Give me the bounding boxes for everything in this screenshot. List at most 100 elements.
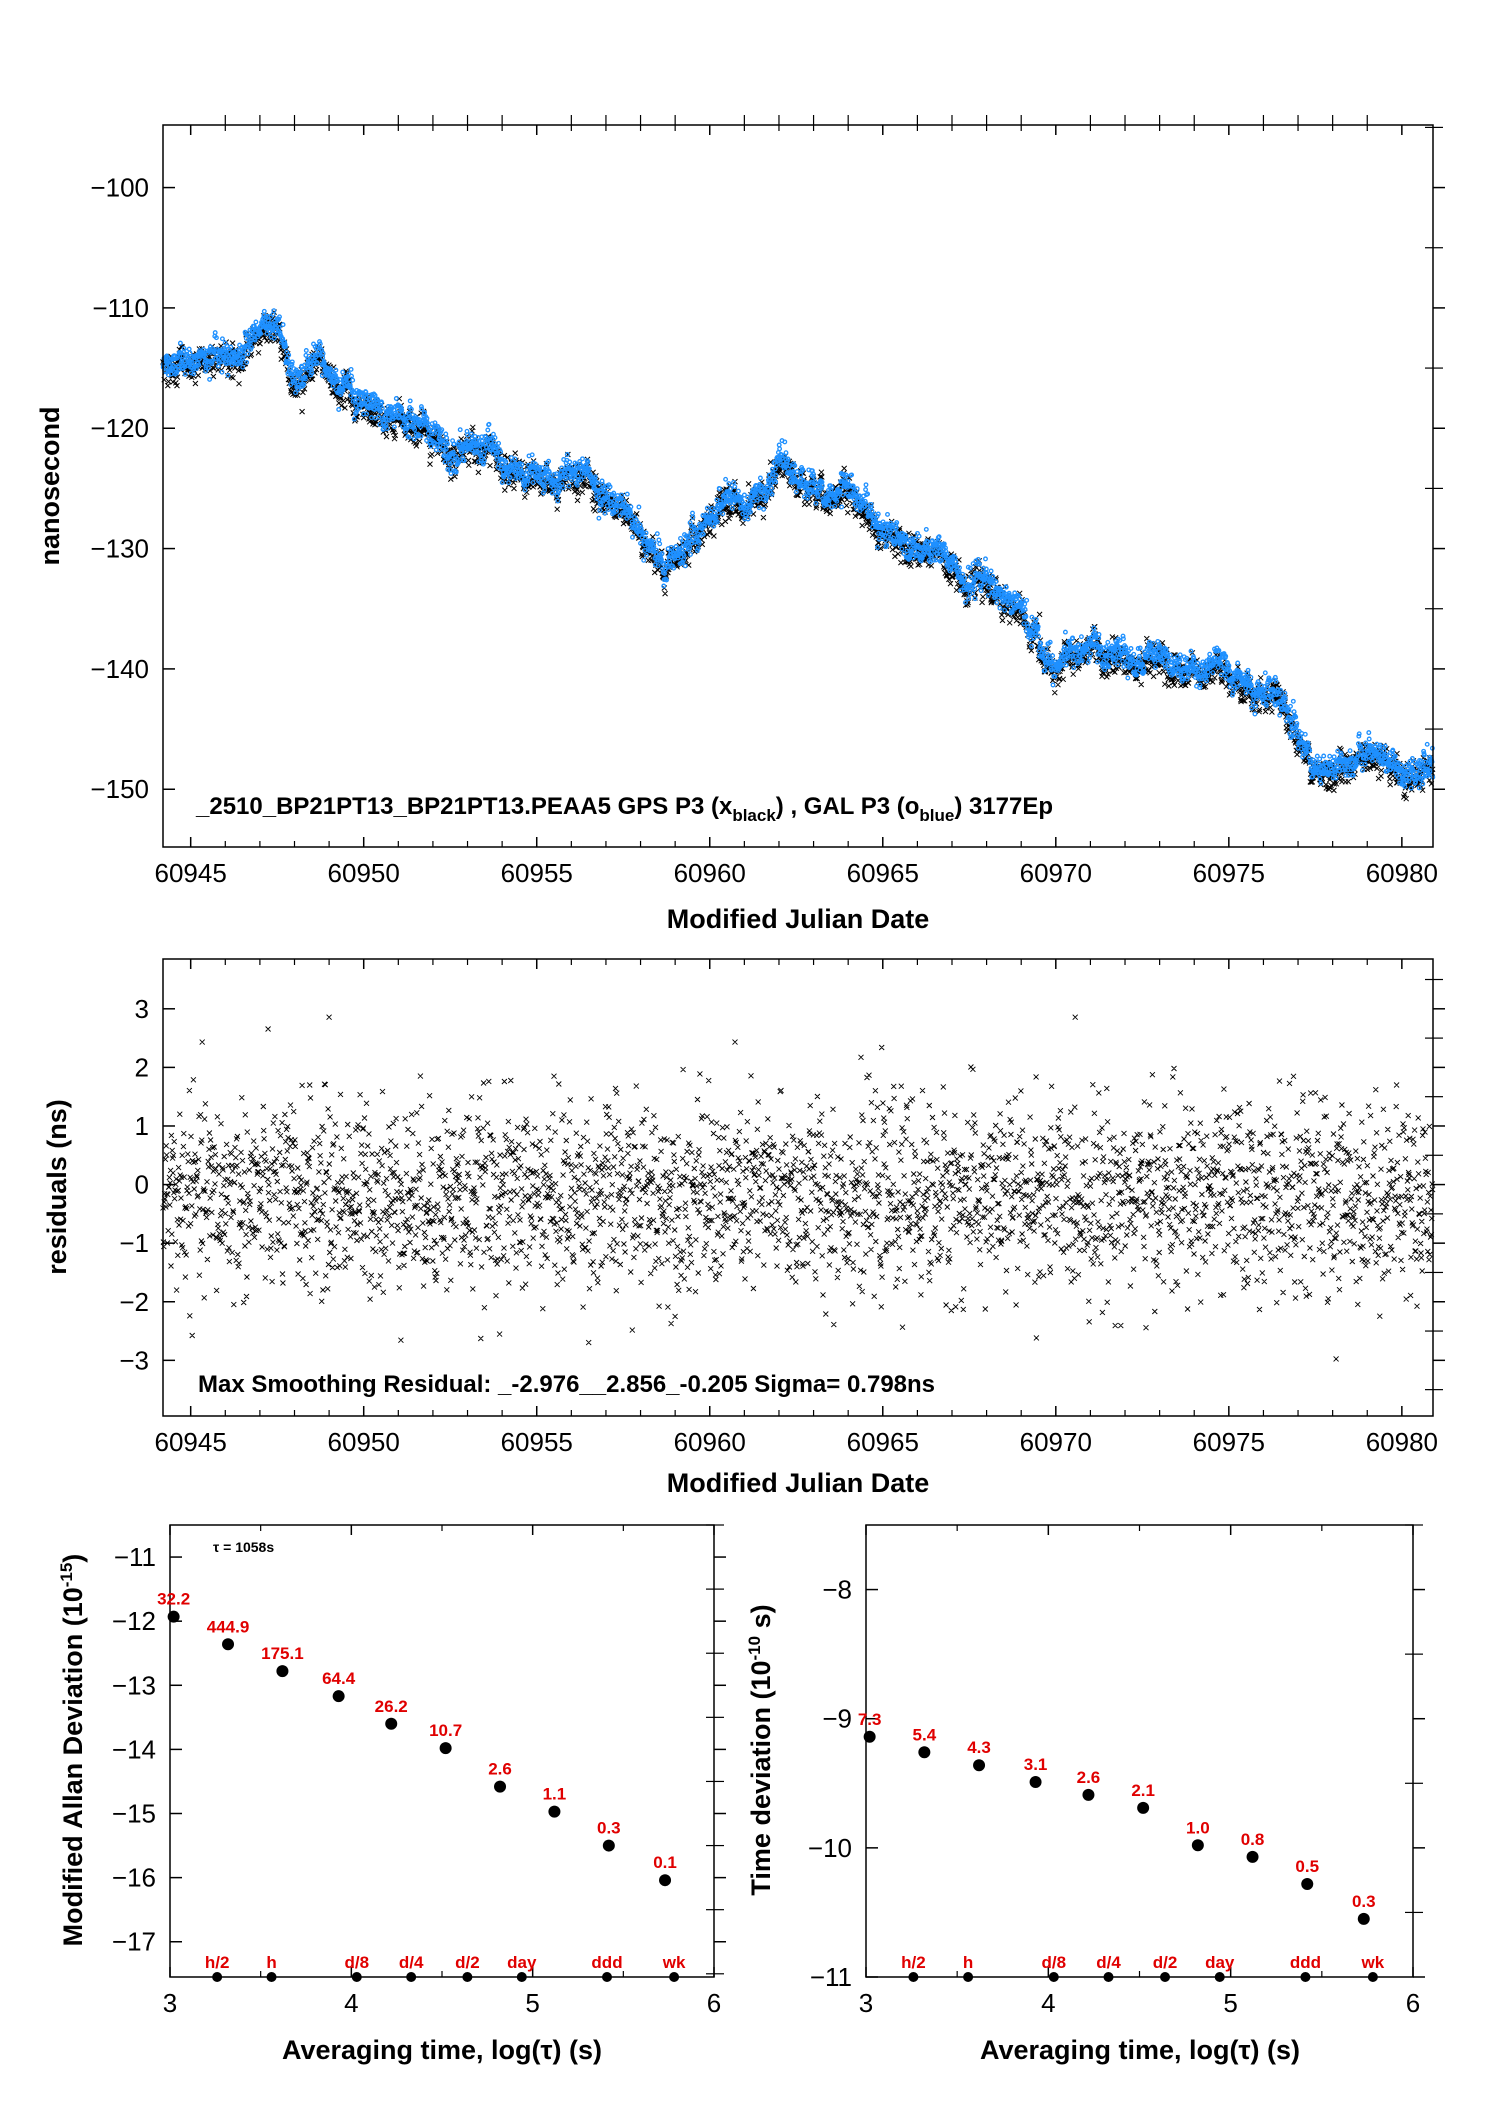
y-tick-label: −1 <box>119 1228 149 1258</box>
time-marker-label: h/2 <box>901 1953 926 1972</box>
x-tick-label: 60975 <box>1193 858 1265 888</box>
mdev-xlabel: Averaging time, log(τ) (s) <box>282 2035 602 2065</box>
x-tick-label: 60945 <box>155 858 227 888</box>
deviation-point <box>1301 1878 1314 1891</box>
deviation-point <box>167 1610 180 1623</box>
mdev-points: 32.2 444.9 175.1 64.4 26.2 10.7 2.6 1.1 0.3 0.1 h/… <box>157 1590 686 1982</box>
y-tick-label: −8 <box>822 1575 852 1605</box>
deviation-point <box>1357 1912 1370 1925</box>
deviation-point <box>863 1730 876 1743</box>
x-tick-label: 4 <box>1041 1988 1055 2018</box>
point-count-label: 1.1 <box>543 1785 567 1804</box>
deviation-point <box>1082 1788 1095 1801</box>
point-count-label: 3.1 <box>1024 1755 1048 1774</box>
time-marker-dot <box>1367 1972 1378 1982</box>
y-tick-label: 2 <box>135 1052 149 1082</box>
x-tick-label: 5 <box>525 1988 539 2018</box>
y-tick-label: −9 <box>822 1704 852 1734</box>
x-tick-label: 60950 <box>328 858 400 888</box>
x-tick-label: 60965 <box>847 858 919 888</box>
y-tick-label: −3 <box>119 1345 149 1375</box>
timeseries-frame <box>162 124 1434 848</box>
time-marker-dot <box>351 1972 362 1982</box>
deviation-point <box>494 1780 507 1793</box>
residuals-points <box>160 1014 1436 1362</box>
time-marker-label: wk <box>662 1953 686 1972</box>
deviation-point <box>602 1839 615 1852</box>
timeseries-ticks: 60945 60950 60955 60960 60965 60970 60975 60980… <box>90 115 1445 888</box>
x-tick-label: 60970 <box>1020 858 1092 888</box>
y-tick-label: −17 <box>112 1927 156 1957</box>
time-marker-label: day <box>507 1953 537 1972</box>
residuals-xlabel: Modified Julian Date <box>667 1468 930 1498</box>
residuals-ylabel: residuals (ns) <box>42 1099 72 1275</box>
time-marker-dot <box>516 1972 527 1982</box>
point-count-label: 175.1 <box>261 1644 304 1663</box>
point-count-label: 4.3 <box>967 1738 991 1757</box>
deviation-point <box>918 1746 931 1759</box>
point-count-label: 2.1 <box>1131 1781 1155 1800</box>
tdev-ylabel: Time deviation (10-10 s) <box>745 1604 776 1895</box>
deviation-point <box>659 1874 672 1887</box>
y-tick-label: −140 <box>90 654 149 684</box>
deviation-point <box>439 1742 452 1755</box>
x-tick-label: 60955 <box>501 858 573 888</box>
mdev-ticks: 3 4 5 6 −11 −12 −13 −14 −15 −16 −17 <box>112 1524 726 2018</box>
time-marker-dot <box>1160 1972 1171 1982</box>
residuals-panel: 60945 60950 60955 60960 60965 60970 60975 60980… <box>42 958 1445 1498</box>
time-marker-label: d/2 <box>455 1953 480 1972</box>
point-count-label: 2.6 <box>1077 1768 1101 1787</box>
timeseries-title: _2510_BP21PT13_BP21PT13.PEAA5 GPS P3 (xb… <box>195 793 1053 825</box>
point-count-label: 64.4 <box>322 1669 356 1688</box>
residual-series <box>160 1014 1436 1362</box>
point-count-label: 1.0 <box>1186 1818 1210 1837</box>
y-tick-label: −2 <box>119 1287 149 1317</box>
x-tick-label: 60980 <box>1366 1427 1438 1457</box>
residuals-frame <box>162 958 1434 1417</box>
y-tick-label: −150 <box>90 774 149 804</box>
point-count-label: 5.4 <box>913 1725 937 1744</box>
y-tick-label: −15 <box>112 1799 156 1829</box>
deviation-point <box>332 1690 345 1703</box>
deviation-point <box>1191 1839 1204 1852</box>
x-tick-label: 60970 <box>1020 1427 1092 1457</box>
residuals-annotation: Max Smoothing Residual: _-2.976__2.856_-… <box>198 1371 935 1398</box>
point-count-label: 0.3 <box>597 1819 621 1838</box>
deviation-point <box>973 1759 986 1772</box>
y-tick-label: −11 <box>114 1542 156 1572</box>
time-marker-dot <box>462 1972 473 1982</box>
mdev-panel: 3 4 5 6 −11 −12 −13 −14 −15 −16 −17 32.2 444.9 175.1… <box>57 1524 726 2065</box>
time-marker-label: d/8 <box>344 1953 369 1972</box>
timeseries-xlabel: Modified Julian Date <box>667 904 930 934</box>
deviation-point <box>548 1805 561 1818</box>
timeseries-points <box>160 308 1436 802</box>
point-count-label: 0.3 <box>1352 1892 1376 1911</box>
x-tick-label: 60980 <box>1366 858 1438 888</box>
time-marker-dot <box>1214 1972 1225 1982</box>
y-tick-label: −13 <box>112 1670 156 1700</box>
time-marker-label: h <box>266 1953 276 1972</box>
time-marker-label: h <box>963 1953 973 1972</box>
x-tick-label: 6 <box>1406 1988 1420 2018</box>
y-tick-label: −130 <box>90 534 149 564</box>
time-marker-label: d/8 <box>1042 1953 1067 1972</box>
time-marker-dot <box>1103 1972 1114 1982</box>
time-marker-dot <box>908 1972 919 1982</box>
deviation-point <box>1029 1775 1042 1788</box>
point-count-label: 0.8 <box>1241 1830 1265 1849</box>
gal-series <box>160 308 1436 791</box>
deviation-point <box>1246 1850 1259 1863</box>
mdev-ylabel: Modified Allan Deviation (10-15) <box>57 1554 88 1947</box>
time-marker-dot <box>602 1972 613 1982</box>
time-marker-label: wk <box>1361 1953 1385 1972</box>
time-marker-label: day <box>1205 1953 1235 1972</box>
x-tick-label: 60960 <box>674 1427 746 1457</box>
time-marker-dot <box>266 1972 277 1982</box>
time-marker-label: d/4 <box>1096 1953 1121 1972</box>
time-marker-label: d/4 <box>399 1953 424 1972</box>
y-tick-label: −110 <box>92 293 149 323</box>
point-count-label: 2.6 <box>488 1760 512 1779</box>
x-tick-label: 3 <box>859 1988 873 2018</box>
x-tick-label: 60955 <box>501 1427 573 1457</box>
